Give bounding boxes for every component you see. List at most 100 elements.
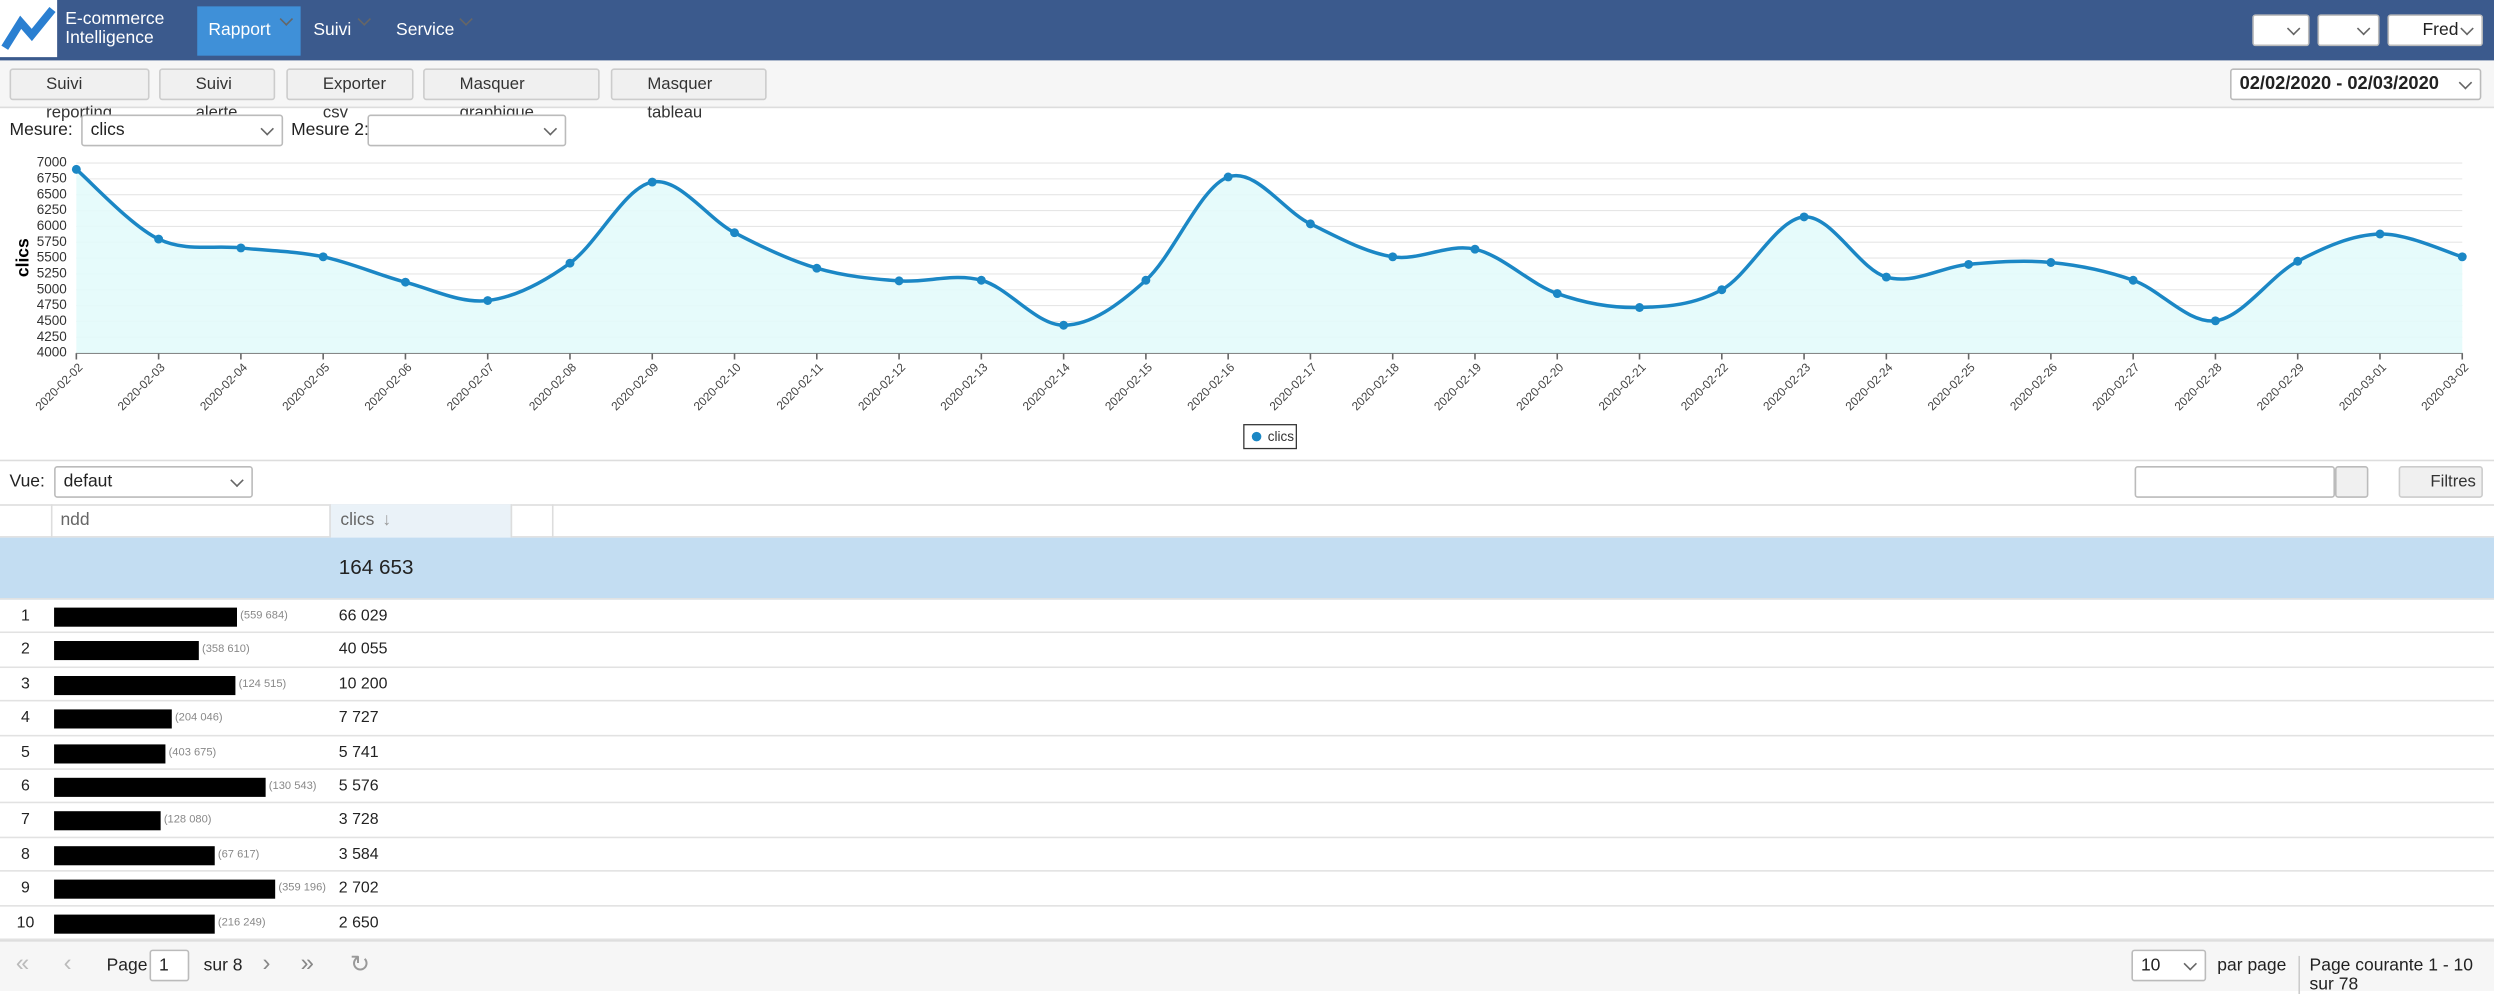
- redacted-name: [54, 709, 172, 729]
- messages-button[interactable]: [2252, 14, 2310, 47]
- x-tick-label: 2020-02-17: [1267, 360, 1320, 413]
- settings-button[interactable]: [2317, 14, 2380, 47]
- toolbar-button[interactable]: Suivi alerte: [159, 68, 276, 122]
- point: [1470, 244, 1480, 254]
- search-button[interactable]: [2335, 466, 2369, 498]
- view-bar: [0, 459, 2494, 505]
- user-menu[interactable]: Fred: [2387, 14, 2483, 47]
- table-row: [0, 906, 2494, 941]
- point: [1305, 219, 1315, 229]
- column-header[interactable]: ndd: [50, 504, 329, 538]
- last-page[interactable]: »: [300, 949, 314, 977]
- toolbar-button[interactable]: Masquer graphique: [423, 68, 600, 122]
- point: [1881, 272, 1891, 282]
- nav-item[interactable]: Service: [385, 6, 480, 55]
- redacted-name: [54, 607, 237, 627]
- y-tick-label: 6750: [37, 170, 67, 185]
- point: [812, 263, 822, 273]
- table-row: [0, 600, 2494, 634]
- x-tick-label: 2020-02-16: [1184, 360, 1237, 413]
- table-header: [0, 504, 2494, 538]
- table-row: [0, 634, 2494, 668]
- y-tick-label: 5250: [37, 265, 67, 280]
- x-tick-label: 2020-02-06: [362, 360, 415, 413]
- point: [318, 252, 328, 262]
- point: [2293, 256, 2303, 266]
- per-page-label: par page: [2217, 955, 2287, 976]
- point: [647, 177, 657, 187]
- redacted-name: [54, 641, 199, 661]
- redacted-name: [54, 845, 215, 865]
- x-tick-label: 2020-02-26: [2007, 360, 2060, 413]
- prev-page[interactable]: ‹: [63, 949, 72, 977]
- nav-item[interactable]: Rapport: [197, 6, 301, 56]
- logo[interactable]: [0, 0, 58, 58]
- point: [236, 243, 246, 253]
- legend-box: [1243, 424, 1297, 450]
- point: [894, 276, 904, 286]
- page-input[interactable]: 1: [149, 949, 190, 982]
- row-rank: 7: [21, 811, 30, 830]
- x-tick-label: 2020-02-07: [444, 360, 497, 413]
- table-row: [0, 702, 2494, 736]
- filters-button[interactable]: Filtres: [2398, 466, 2483, 498]
- row-count: (128 080): [163, 815, 212, 827]
- point: [71, 164, 81, 174]
- row-clics: 10 200: [338, 675, 388, 694]
- row-clics: 2 702: [338, 879, 379, 898]
- row-count: (130 543): [268, 780, 317, 793]
- view-select[interactable]: defaut: [54, 466, 253, 498]
- date-range[interactable]: 02/02/2020 - 02/03/2020: [2230, 68, 2482, 101]
- x-tick-label: 2020-02-24: [1843, 360, 1896, 413]
- y-tick-label: 5500: [37, 250, 67, 265]
- x-tick-label: 2020-02-13: [938, 360, 991, 413]
- x-tick-label: 2020-02-23: [1760, 360, 1813, 413]
- nav-item[interactable]: Suivi: [302, 6, 378, 55]
- y-tick-label: 4750: [37, 297, 67, 312]
- redacted-name: [54, 675, 236, 695]
- toolbar-button[interactable]: Exporter csv: [286, 68, 414, 122]
- measure2-label: Mesure 2:: [291, 120, 369, 140]
- x-tick-label: 2020-02-08: [526, 360, 579, 413]
- first-page[interactable]: «: [15, 949, 30, 977]
- per-page-select[interactable]: 10: [2131, 949, 2207, 982]
- point: [1223, 172, 1233, 182]
- row-clics: 2 650: [338, 913, 379, 932]
- point: [1388, 252, 1398, 262]
- x-tick-label: 2020-02-27: [2089, 360, 2142, 413]
- y-tick-label: 6250: [37, 202, 67, 217]
- logo-line: E-commerce: [65, 9, 165, 29]
- row-rank: 3: [21, 675, 30, 694]
- row-count: (67 617): [217, 849, 260, 861]
- row-clics: 7 727: [338, 709, 379, 728]
- row-rank: 5: [21, 743, 30, 762]
- point: [2046, 258, 2056, 267]
- x-tick-label: 2020-02-29: [2254, 360, 2307, 413]
- row-rank: 10: [16, 913, 35, 932]
- row-rank: 2: [21, 641, 30, 660]
- y-tick-label: 7000: [37, 155, 67, 170]
- table-row: [0, 872, 2494, 906]
- next-page[interactable]: ›: [262, 949, 271, 977]
- y-tick-label: 5000: [37, 281, 67, 296]
- row-rank: 8: [21, 845, 30, 864]
- row-count: (359 196): [278, 883, 327, 895]
- table-row: [0, 770, 2494, 804]
- row-count: (216 249): [217, 917, 266, 929]
- row-count: (124 515): [238, 678, 287, 690]
- y-tick-label: 4250: [37, 329, 67, 344]
- measure-select[interactable]: clics: [81, 114, 284, 147]
- refresh[interactable]: ↻: [349, 951, 370, 979]
- page-label: Page: [106, 955, 148, 976]
- measure2-select[interactable]: [367, 114, 567, 147]
- search-input[interactable]: [2134, 466, 2336, 498]
- toolbar-button[interactable]: Suivi reporting: [9, 68, 150, 122]
- column-header[interactable]: clics ↓: [329, 504, 513, 538]
- x-tick-label: 2020-02-11: [774, 360, 827, 413]
- redacted-name: [54, 913, 215, 934]
- redacted-name: [54, 879, 276, 899]
- point: [2457, 252, 2467, 262]
- x-tick-label: 2020-02-05: [279, 360, 332, 413]
- toolbar-button[interactable]: Masquer tableau: [610, 68, 767, 122]
- y-tick-label: 6500: [37, 186, 67, 201]
